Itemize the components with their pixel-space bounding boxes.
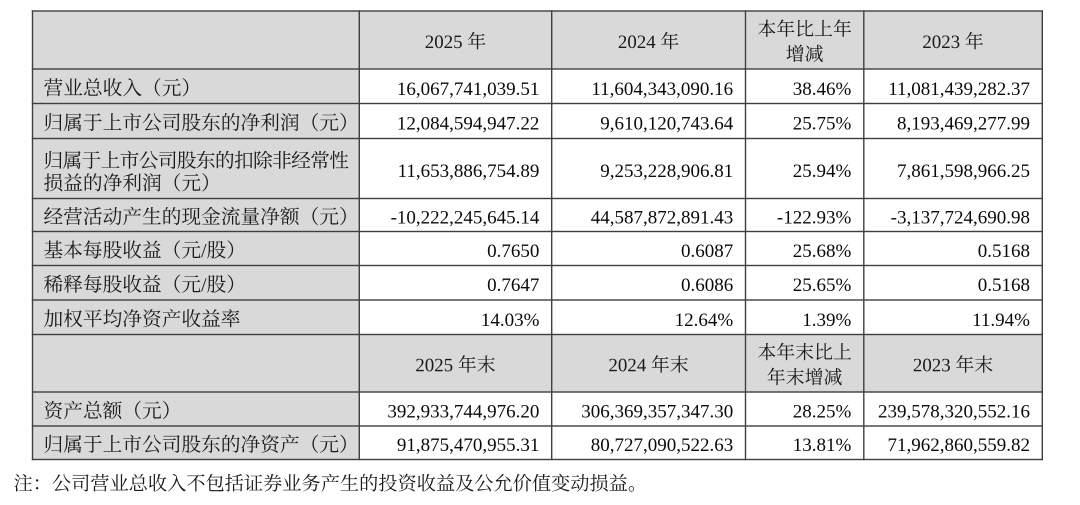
svg-text:0.6087: 0.6087 xyxy=(681,241,733,262)
svg-text:0.7650: 0.7650 xyxy=(487,241,539,262)
svg-text:0.6086: 0.6086 xyxy=(681,275,733,296)
svg-text:13.81%: 13.81% xyxy=(793,435,852,456)
svg-text:25.65%: 25.65% xyxy=(793,275,852,296)
svg-text:38.46%: 38.46% xyxy=(793,79,852,100)
svg-text:25.68%: 25.68% xyxy=(793,241,852,262)
svg-text:14.03%: 14.03% xyxy=(481,310,540,331)
svg-text:11,604,343,090.16: 11,604,343,090.16 xyxy=(591,79,733,100)
svg-text:91,875,470,955.31: 91,875,470,955.31 xyxy=(397,435,540,456)
svg-text:7,861,598,966.25: 7,861,598,966.25 xyxy=(897,161,1030,182)
svg-text:16,067,741,039.51: 16,067,741,039.51 xyxy=(397,79,540,100)
svg-text:-122.93%: -122.93% xyxy=(777,208,852,229)
svg-text:44,587,872,891.43: 44,587,872,891.43 xyxy=(591,208,734,229)
svg-text:12.64%: 12.64% xyxy=(675,310,734,331)
svg-text:25.94%: 25.94% xyxy=(793,161,852,182)
svg-text:0.5168: 0.5168 xyxy=(978,241,1030,262)
svg-text:11,653,886,754.89: 11,653,886,754.89 xyxy=(398,161,540,182)
svg-text:306,369,357,347.30: 306,369,357,347.30 xyxy=(581,402,733,423)
svg-text:-3,137,724,690.98: -3,137,724,690.98 xyxy=(891,208,1030,229)
svg-text:1.39%: 1.39% xyxy=(802,310,851,331)
svg-text:392,933,744,976.20: 392,933,744,976.20 xyxy=(387,402,539,423)
svg-text:12,084,594,947.22: 12,084,594,947.22 xyxy=(397,114,540,135)
svg-text:8,193,469,277.99: 8,193,469,277.99 xyxy=(897,114,1030,135)
svg-text:9,253,228,906.81: 9,253,228,906.81 xyxy=(600,161,733,182)
svg-text:71,962,860,559.82: 71,962,860,559.82 xyxy=(888,435,1031,456)
svg-text:-10,222,245,645.14: -10,222,245,645.14 xyxy=(391,208,540,229)
svg-text:28.25%: 28.25% xyxy=(793,402,852,423)
svg-text:0.7647: 0.7647 xyxy=(487,275,539,296)
svg-text:25.75%: 25.75% xyxy=(793,114,852,135)
svg-text:9,610,120,743.64: 9,610,120,743.64 xyxy=(600,114,734,135)
svg-text:11.94%: 11.94% xyxy=(972,310,1030,331)
svg-text:11,081,439,282.37: 11,081,439,282.37 xyxy=(888,79,1030,100)
svg-text:80,727,090,522.63: 80,727,090,522.63 xyxy=(591,435,734,456)
svg-text:0.5168: 0.5168 xyxy=(978,275,1030,296)
svg-text:239,578,320,552.16: 239,578,320,552.16 xyxy=(878,402,1030,423)
